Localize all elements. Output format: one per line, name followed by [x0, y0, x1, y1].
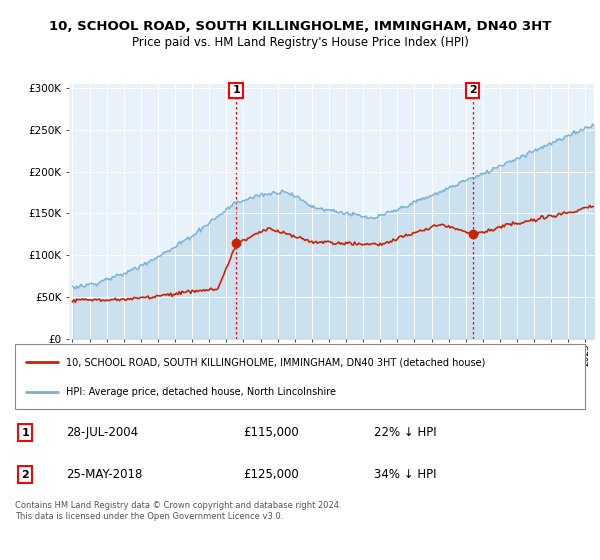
- Text: 34% ↓ HPI: 34% ↓ HPI: [374, 468, 437, 481]
- Text: £125,000: £125,000: [243, 468, 299, 481]
- Text: 10, SCHOOL ROAD, SOUTH KILLINGHOLME, IMMINGHAM, DN40 3HT: 10, SCHOOL ROAD, SOUTH KILLINGHOLME, IMM…: [49, 20, 551, 32]
- Text: 2: 2: [22, 470, 29, 479]
- Text: 22% ↓ HPI: 22% ↓ HPI: [374, 426, 437, 439]
- Text: Contains HM Land Registry data © Crown copyright and database right 2024.
This d: Contains HM Land Registry data © Crown c…: [15, 501, 341, 521]
- Text: 10, SCHOOL ROAD, SOUTH KILLINGHOLME, IMMINGHAM, DN40 3HT (detached house): 10, SCHOOL ROAD, SOUTH KILLINGHOLME, IMM…: [66, 357, 485, 367]
- Text: 28-JUL-2004: 28-JUL-2004: [66, 426, 139, 439]
- Text: 1: 1: [22, 428, 29, 437]
- Text: 2: 2: [469, 85, 476, 95]
- Text: £115,000: £115,000: [243, 426, 299, 439]
- Text: 25-MAY-2018: 25-MAY-2018: [66, 468, 143, 481]
- Text: 1: 1: [232, 85, 240, 95]
- Text: HPI: Average price, detached house, North Lincolnshire: HPI: Average price, detached house, Nort…: [66, 387, 337, 397]
- Text: Price paid vs. HM Land Registry's House Price Index (HPI): Price paid vs. HM Land Registry's House …: [131, 36, 469, 49]
- FancyBboxPatch shape: [15, 344, 585, 409]
